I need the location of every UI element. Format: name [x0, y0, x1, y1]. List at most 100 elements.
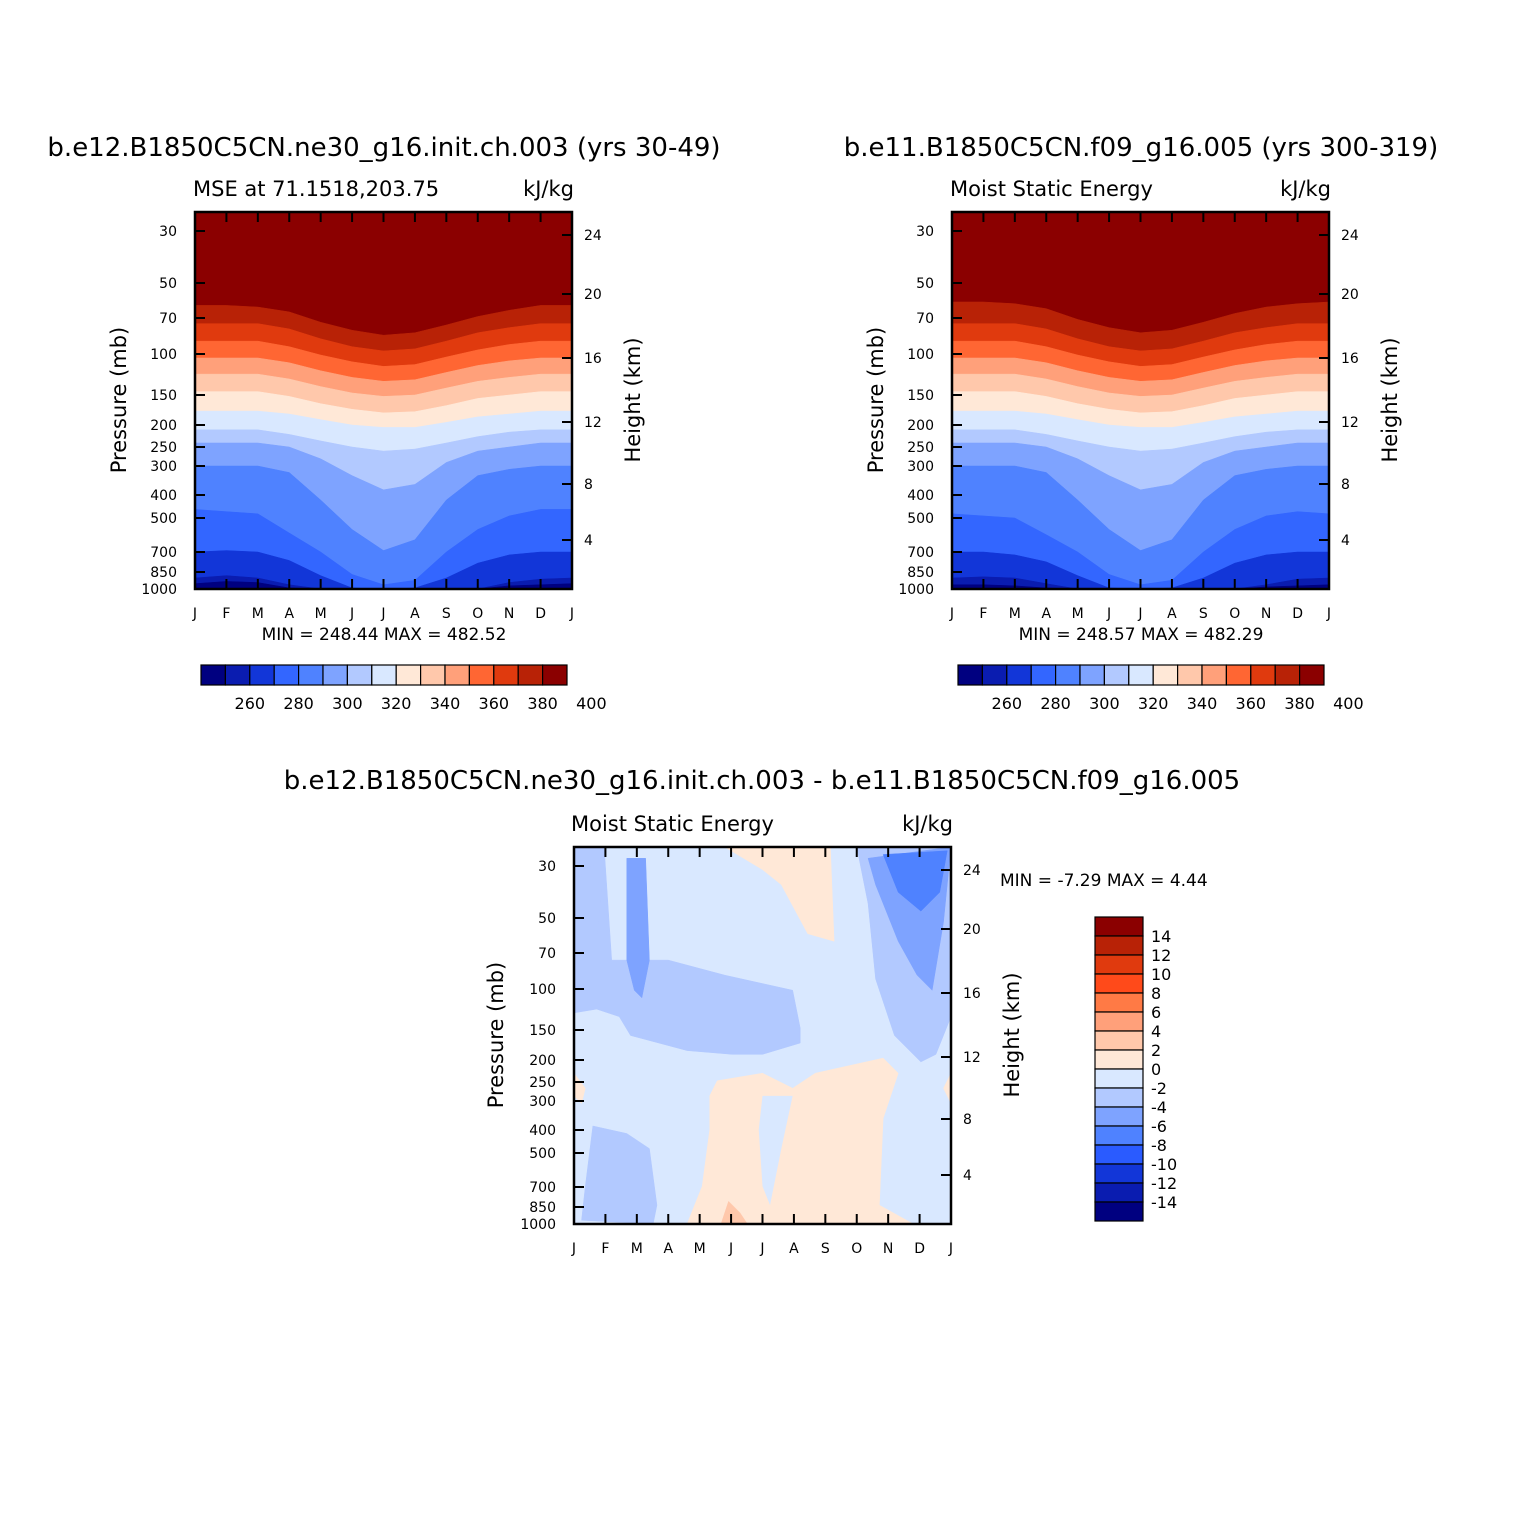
x-tick-label: D	[914, 1241, 925, 1257]
y-tick-label: 700	[529, 1180, 556, 1196]
colorbar-label: -6	[1151, 1117, 1167, 1136]
colorbar-label: -4	[1151, 1098, 1167, 1117]
colorbar-swatch	[346, 664, 373, 686]
colorbar-swatch	[493, 664, 519, 686]
y-tick-label-right: 8	[1341, 477, 1350, 493]
x-tick-label: J	[1106, 606, 1111, 622]
y-tick-label: 250	[529, 1075, 556, 1091]
y-tick-label-right: 16	[1341, 351, 1359, 367]
x-tick-label: F	[979, 606, 987, 622]
colorbar-label: 340	[430, 694, 461, 713]
colorbar-swatch	[1094, 954, 1144, 975]
y-tick-label: 400	[529, 1123, 556, 1139]
contour-plot: J F M A M J J A S O N D J 30 50 70 100 150 200 250 300 400 500…	[898, 210, 1359, 622]
x-tick-label: O	[1229, 606, 1240, 622]
colorbar-swatch	[1094, 935, 1144, 956]
colorbar-label: 400	[576, 694, 607, 713]
x-tick-label: J	[569, 606, 574, 622]
y-tick-label-right: 20	[1341, 287, 1359, 303]
y-tick-label-right: 24	[1341, 228, 1359, 244]
colorbar-label: 300	[332, 694, 363, 713]
x-tick-label: A	[1167, 606, 1177, 622]
panel-test-climatology: b.e11.B1850C5CN.f09_g16.005 (yrs 300-319…	[844, 133, 1438, 713]
y-tick-label: 850	[907, 565, 934, 581]
x-tick-label: J	[192, 606, 197, 622]
colorbar-swatch	[1094, 1201, 1144, 1222]
panel-units: kJ/kg	[523, 177, 574, 201]
colorbar-label: -10	[1151, 1155, 1177, 1174]
colorbar-swatch	[1079, 664, 1105, 686]
x-tick-label: M	[252, 606, 264, 622]
colorbar-label: 12	[1151, 946, 1171, 965]
x-tick-label: J	[728, 1241, 733, 1257]
y-tick-label-right: 20	[584, 287, 602, 303]
y-tick-label: 50	[538, 911, 556, 927]
x-tick-label: N	[1261, 606, 1271, 622]
panel-subtitle-left: MSE at 71.1518,203.75	[193, 177, 439, 201]
y-tick-label: 70	[159, 311, 177, 327]
x-tick-label: N	[883, 1241, 893, 1257]
y-tick-label: 200	[529, 1053, 556, 1069]
y-tick-label-right: 24	[963, 863, 981, 879]
colorbar-swatch	[1094, 1011, 1144, 1032]
colorbar-swatch	[1094, 1144, 1144, 1165]
colorbar-swatch	[322, 664, 348, 686]
colorbar-label: 10	[1151, 965, 1171, 984]
y-tick-label-right: 16	[584, 351, 602, 367]
colorbar-label: 260	[235, 694, 266, 713]
colorbar-swatch	[200, 664, 226, 686]
x-tick-label: O	[472, 606, 483, 622]
colorbar-swatch	[249, 664, 275, 686]
y-tick-label: 300	[907, 459, 934, 475]
x-tick-label: M	[1072, 606, 1084, 622]
y-tick-label-right: 4	[584, 533, 593, 549]
x-tick-label: N	[504, 606, 514, 622]
colorbar-swatch	[273, 664, 300, 686]
y-tick-label-right: 12	[584, 415, 602, 431]
y-tick-label: 100	[150, 347, 177, 363]
x-tick-label: F	[222, 606, 230, 622]
colorbar-swatch	[1094, 1106, 1144, 1127]
colorbar-swatch	[371, 664, 397, 686]
x-tick-label: A	[663, 1241, 673, 1257]
panel-subtitle-left: Moist Static Energy	[571, 812, 774, 836]
colorbar-swatch	[981, 664, 1008, 686]
y-tick-label: 250	[907, 440, 934, 456]
colorbar-label: 320	[1138, 694, 1169, 713]
y-tick-label: 400	[150, 488, 177, 504]
colorbar-label: -14	[1151, 1193, 1177, 1212]
x-tick-label: J	[349, 606, 354, 622]
colorbar-swatch	[1103, 664, 1130, 686]
colorbar-swatch	[444, 664, 470, 686]
y-axis-label: Pressure (mb)	[864, 327, 888, 474]
colorbar-swatch	[541, 664, 568, 686]
contour-region	[626, 858, 650, 999]
colorbar-label: 280	[1040, 694, 1071, 713]
colorbar-swatch	[420, 664, 446, 686]
x-tick-label: D	[1292, 606, 1303, 622]
colorbar-swatch	[1030, 664, 1057, 686]
y-tick-label: 1000	[520, 1217, 556, 1233]
colorbar-label: 320	[381, 694, 412, 713]
y-tick-label-right: 8	[584, 477, 593, 493]
y-tick-label: 100	[907, 347, 934, 363]
colorbar-label: 380	[1284, 694, 1315, 713]
y-tick-label: 300	[150, 459, 177, 475]
y-tick-label: 100	[529, 982, 556, 998]
x-tick-label: S	[1199, 606, 1208, 622]
colorbar-swatch	[1152, 664, 1179, 686]
contour-region	[882, 850, 948, 912]
colorbar-label: -12	[1151, 1174, 1177, 1193]
y-tick-label: 400	[907, 488, 934, 504]
y-tick-label-right: 4	[1341, 533, 1350, 549]
colorbar-swatch	[1094, 1030, 1144, 1051]
x-tick-label: D	[535, 606, 546, 622]
x-tick-label: J	[1137, 606, 1142, 622]
y-axis-label-right: Height (km)	[1378, 337, 1402, 462]
contour-region	[758, 1095, 793, 1206]
colorbar-label: 300	[1089, 694, 1120, 713]
colorbar-swatch	[1094, 1087, 1144, 1108]
contour-region	[581, 1125, 658, 1225]
x-tick-label: J	[1326, 606, 1331, 622]
